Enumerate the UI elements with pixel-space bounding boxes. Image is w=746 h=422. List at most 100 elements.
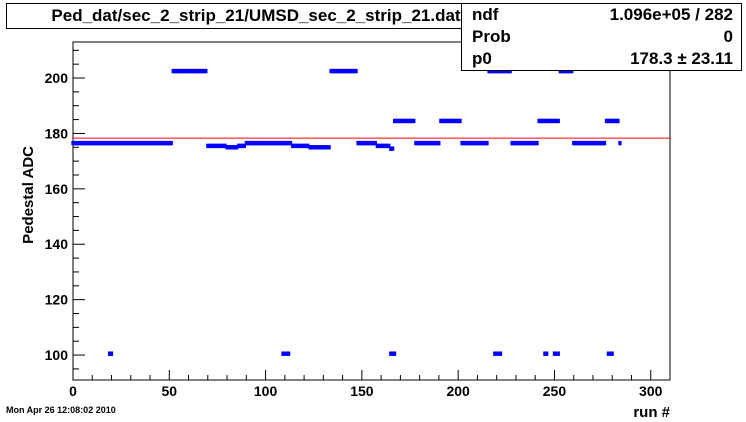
data-point — [81, 140, 85, 146]
data-point — [221, 143, 225, 149]
data-point — [366, 140, 370, 146]
data-point — [404, 118, 408, 124]
data-point — [574, 140, 578, 146]
data-point — [121, 140, 125, 146]
data-point — [604, 118, 609, 124]
data-point — [156, 140, 160, 146]
data-point — [279, 140, 283, 146]
data-point — [169, 140, 173, 146]
data-point — [579, 140, 584, 146]
data-point — [396, 118, 401, 124]
data-point — [317, 145, 322, 150]
x-tick-label: 300 — [639, 383, 663, 399]
data-point — [367, 140, 372, 146]
data-point — [369, 140, 374, 146]
data-point — [373, 140, 377, 146]
y-tick-label: 140 — [45, 236, 69, 252]
data-point — [190, 68, 194, 74]
data-point — [408, 118, 412, 124]
outlier-point — [497, 351, 501, 356]
data-point — [250, 140, 254, 146]
data-point — [242, 143, 246, 149]
data-point — [84, 140, 89, 146]
data-point — [602, 140, 607, 146]
data-point — [587, 140, 591, 146]
data-point — [414, 140, 418, 146]
stat-key: p0 — [472, 49, 492, 68]
data-point — [300, 143, 304, 149]
y-tick-label: 160 — [45, 181, 69, 197]
data-point — [217, 143, 221, 149]
data-point — [321, 145, 325, 150]
data-point — [171, 68, 175, 74]
data-point — [504, 68, 508, 74]
data-point — [185, 68, 189, 74]
stat-row-ndf: ndf 1.096e+05 / 282 — [472, 4, 733, 26]
data-point — [238, 143, 243, 149]
data-point — [275, 140, 279, 146]
data-point — [360, 140, 364, 146]
data-point — [235, 145, 239, 150]
data-point — [92, 140, 96, 146]
x-tick-label: 250 — [543, 383, 567, 399]
data-point — [181, 68, 185, 74]
data-point — [527, 140, 532, 146]
y-tick-label: 100 — [45, 347, 69, 363]
data-point — [599, 140, 603, 146]
data-point — [391, 146, 395, 151]
outlier-point — [107, 351, 112, 356]
data-point — [96, 140, 100, 146]
data-point — [219, 143, 223, 149]
data-point — [387, 143, 391, 149]
data-point — [158, 140, 162, 146]
data-point — [125, 140, 129, 146]
data-point — [575, 140, 580, 146]
outlier-point — [498, 351, 503, 356]
data-point — [618, 140, 622, 146]
data-point — [256, 140, 260, 146]
data-point — [406, 118, 410, 124]
data-point — [333, 68, 337, 74]
outlier-point — [495, 351, 499, 356]
data-point — [500, 68, 505, 74]
data-point — [167, 140, 171, 146]
outlier-point — [285, 351, 289, 356]
data-point — [381, 143, 385, 149]
data-point — [458, 118, 462, 124]
data-point — [254, 140, 258, 146]
data-point — [86, 140, 91, 146]
data-point — [225, 145, 229, 150]
data-point — [583, 140, 587, 146]
y-axis-label: Pedestal ADC — [20, 146, 37, 244]
data-point — [346, 68, 350, 74]
data-point — [364, 140, 368, 146]
data-point — [433, 140, 437, 146]
data-point — [425, 140, 429, 146]
data-point — [554, 118, 558, 124]
data-point — [148, 140, 152, 146]
data-point — [429, 140, 433, 146]
data-point — [75, 140, 79, 146]
data-point — [319, 145, 324, 150]
data-point — [104, 140, 108, 146]
data-point — [79, 140, 83, 146]
data-point — [518, 140, 522, 146]
data-point — [173, 68, 177, 74]
plot-frame — [72, 41, 671, 381]
data-point — [497, 68, 501, 74]
outlier-point — [552, 351, 557, 356]
data-point — [394, 118, 399, 124]
data-point — [98, 140, 102, 146]
tick-labels: 0 50 100 150 200 250 300 100 120 140 160 180 200 — [45, 70, 663, 399]
data-point — [186, 68, 191, 74]
data-point — [287, 140, 291, 146]
data-point — [529, 140, 533, 146]
stat-key: Prob — [472, 27, 511, 46]
data-point — [177, 68, 181, 74]
data-point — [416, 140, 420, 146]
x-tick-label: 150 — [350, 383, 374, 399]
data-point — [393, 118, 397, 124]
data-point — [525, 140, 530, 146]
data-point — [337, 68, 341, 74]
data-point — [325, 145, 329, 150]
